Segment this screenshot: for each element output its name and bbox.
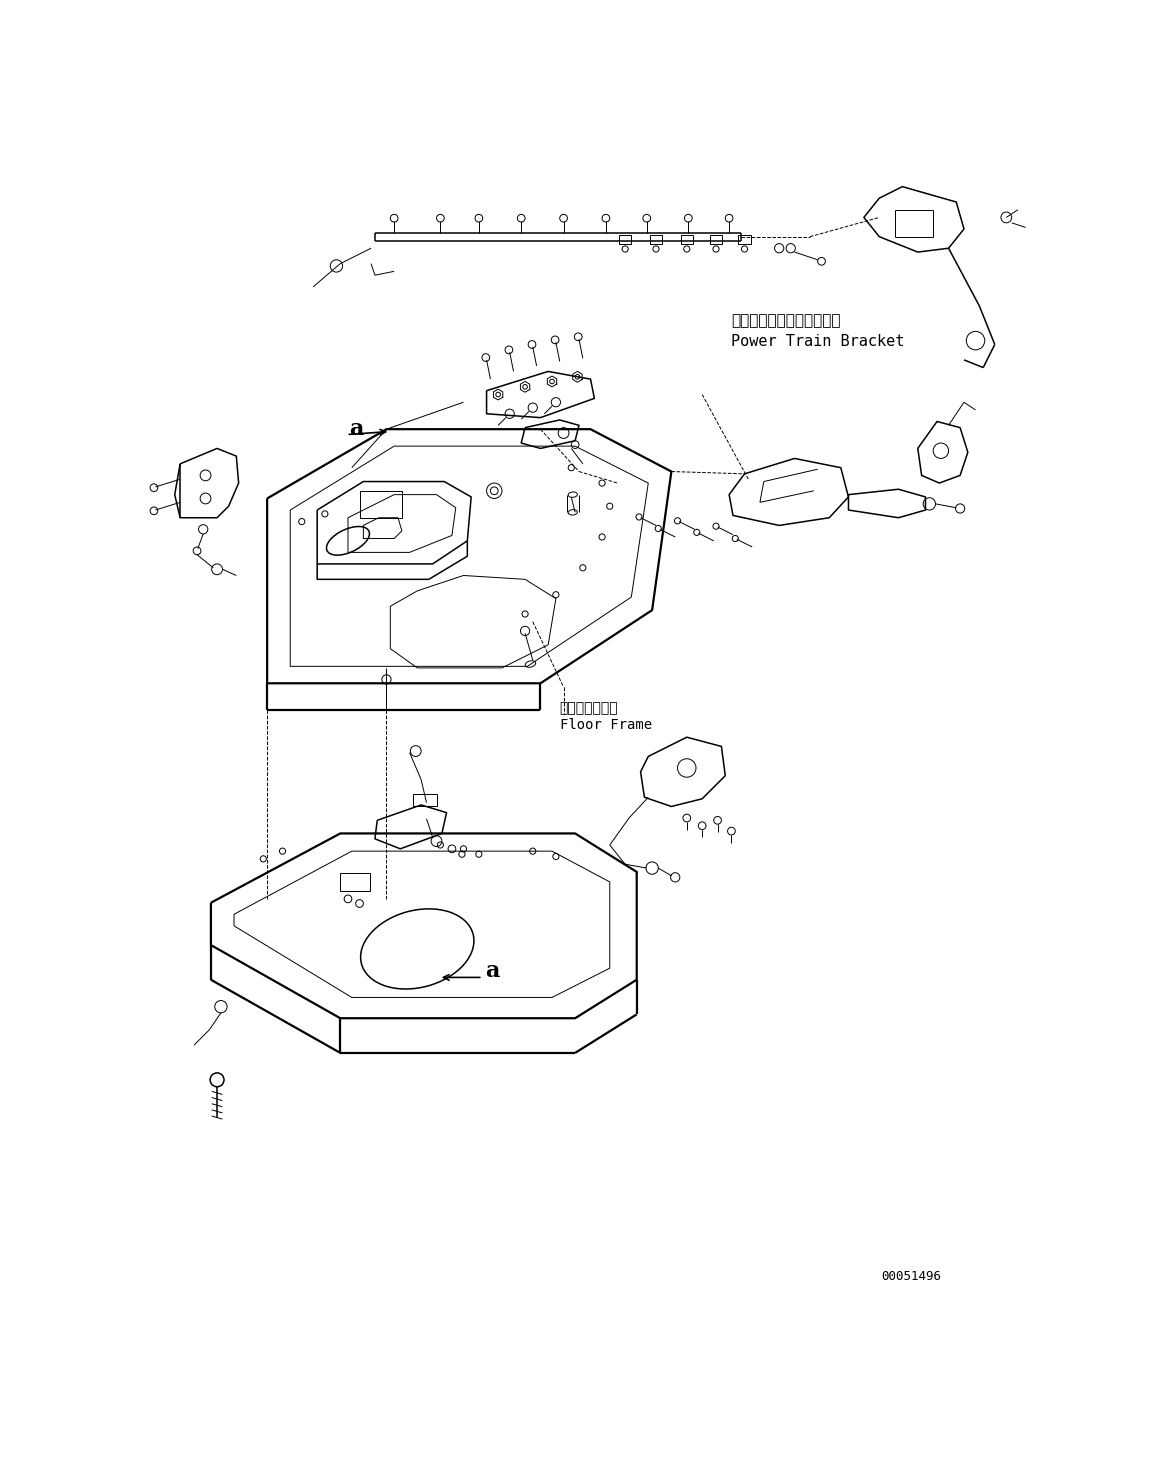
Bar: [650, 235, 662, 244]
Bar: [619, 235, 632, 244]
Bar: [359, 490, 402, 518]
Text: Power Train Bracket: Power Train Bracket: [731, 334, 905, 349]
Bar: [680, 235, 693, 244]
Text: フロアフレーム: フロアフレーム: [560, 702, 619, 715]
Text: 00051496: 00051496: [881, 1269, 941, 1282]
Text: a: a: [484, 960, 500, 982]
Bar: [709, 235, 722, 244]
Bar: [341, 872, 370, 891]
Text: パワートレインブラケット: パワートレインブラケット: [731, 314, 841, 328]
Bar: [738, 235, 751, 244]
Bar: [414, 794, 437, 807]
Text: a: a: [350, 417, 364, 439]
Text: Floor Frame: Floor Frame: [560, 718, 651, 732]
